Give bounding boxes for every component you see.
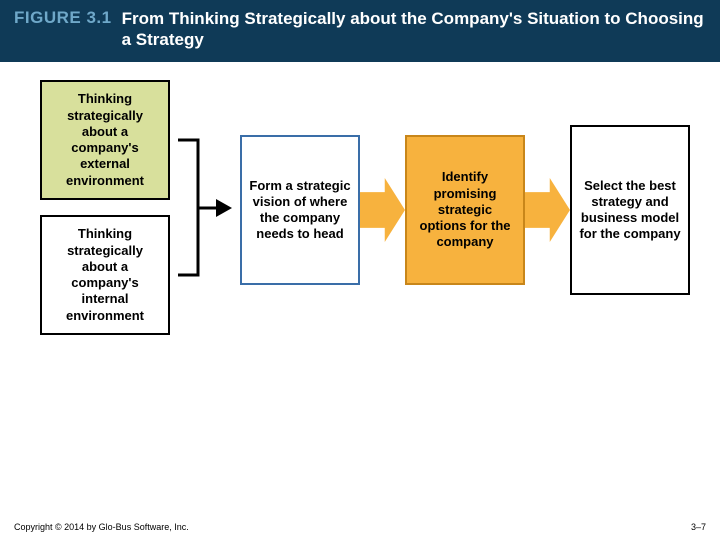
figure-title-bar: FIGURE 3.1 From Thinking Strategically a… (0, 0, 720, 62)
figure-label: FIGURE 3.1 (14, 8, 112, 28)
flow-diagram: Thinking strategically about a company's… (0, 80, 720, 410)
flow-box-options: Identify promising strategic options for… (405, 135, 525, 285)
slide-footer: Copyright © 2014 by Glo-Bus Software, In… (14, 522, 706, 532)
flow-box-vision: Form a strategic vision of where the com… (240, 135, 360, 285)
flow-box-internal: Thinking strategically about a company's… (40, 215, 170, 335)
figure-title: From Thinking Strategically about the Co… (122, 8, 706, 51)
page-number: 3–7 (691, 522, 706, 532)
block-arrow-2 (525, 178, 570, 242)
block-arrow-1 (360, 178, 405, 242)
flow-box-external: Thinking strategically about a company's… (40, 80, 170, 200)
copyright-text: Copyright © 2014 by Glo-Bus Software, In… (14, 522, 189, 532)
flow-box-select: Select the best strategy and business mo… (570, 125, 690, 295)
slide: { "header": { "figure_label": "FIGURE 3.… (0, 0, 720, 540)
